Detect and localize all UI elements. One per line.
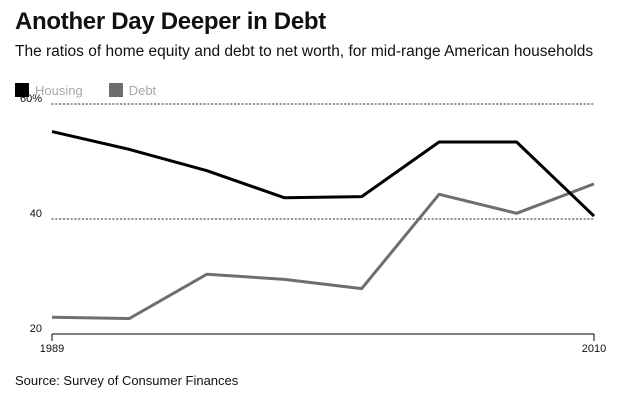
y-tick-label-40: 40 — [30, 208, 42, 220]
y-tick-label-60: 60% — [20, 93, 42, 105]
x-tick-label-2010: 2010 — [582, 343, 606, 355]
legend-label-housing: Housing — [35, 82, 83, 98]
legend-swatch-housing — [15, 83, 29, 97]
chart-title: Another Day Deeper in Debt — [15, 8, 326, 35]
x-tick-label-1989: 1989 — [40, 343, 64, 355]
source-note: Source: Survey of Consumer Finances — [15, 373, 239, 388]
legend-label-debt: Debt — [128, 82, 157, 98]
series-line-debt — [51, 182, 595, 320]
legend-item-debt: Debt — [108, 82, 157, 98]
chart-subtitle: The ratios of home equity and debt to ne… — [15, 43, 594, 60]
legend: Housing Debt — [15, 81, 182, 99]
legend-item-housing: Housing — [15, 83, 83, 98]
series-line-housing — [51, 130, 596, 218]
legend-swatch-debt — [108, 83, 123, 97]
y-tick-label-20: 20 — [30, 323, 42, 335]
